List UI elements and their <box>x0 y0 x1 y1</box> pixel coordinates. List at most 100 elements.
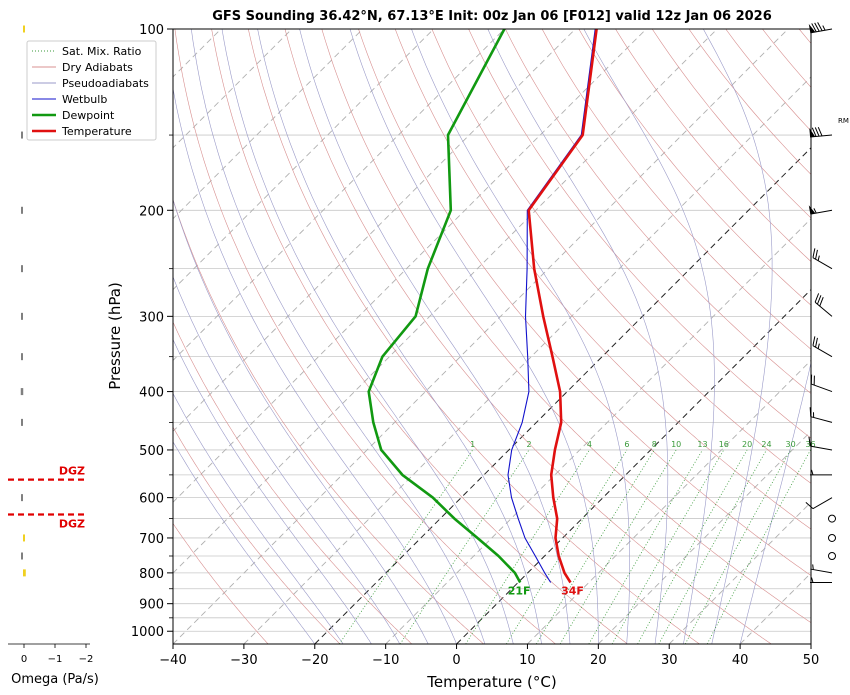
y-tick-label: 200 <box>139 204 164 219</box>
storm-motion-label: RM <box>838 117 849 125</box>
pseudoadiabat-line <box>173 198 429 644</box>
y-tick-label: 500 <box>139 444 164 459</box>
wind-barb <box>812 248 833 270</box>
dry-adiabat-line <box>468 29 811 439</box>
wetbulb-profile <box>507 29 596 583</box>
surface-labels: 21F 34F <box>508 585 584 598</box>
barb-flag <box>808 24 816 33</box>
dry-adiabat-line <box>211 29 628 644</box>
pseudoadiabat-line <box>299 29 571 644</box>
y-tick-label: 900 <box>139 598 164 613</box>
barb-full <box>815 249 818 260</box>
barb-flag <box>808 205 816 215</box>
x-tick-label: 20 <box>590 653 607 668</box>
dry-adiabat-line <box>541 29 811 350</box>
barb-staff <box>811 383 833 393</box>
isotherm-line <box>527 359 811 644</box>
y-axis-label: Pressure (hPa) <box>106 282 124 390</box>
legend: Sat. Mix. Ratio Dry Adiabats Pseudoadiab… <box>26 40 157 141</box>
barb-staff <box>814 301 833 317</box>
pseudoadiabat-line <box>173 276 401 644</box>
barb-full <box>817 22 823 31</box>
barb-full <box>819 297 824 307</box>
omega-bar <box>21 312 23 320</box>
barb-full <box>817 127 823 137</box>
pseudoadiabat-line <box>191 29 486 644</box>
pseudoadiabat-line <box>173 392 344 644</box>
pseudoadiabat-line <box>221 29 514 644</box>
pseudoadiabat-line <box>487 29 669 644</box>
barb-half <box>811 577 814 583</box>
dry-adiabat-line <box>394 29 811 530</box>
barb-full <box>814 293 820 303</box>
x-axis-label: Temperature (°C) <box>426 673 556 691</box>
dry-adiabat-line <box>358 29 811 576</box>
legend-label-pseudo: Pseudoadiabats <box>62 77 149 90</box>
pseudoadiabat-line <box>173 338 372 644</box>
calm-circle <box>828 514 836 523</box>
mixing-ratio-line <box>588 449 703 644</box>
omega-label: Omega (Pa/s) <box>11 672 99 687</box>
legend-label-wetbulb: Wetbulb <box>62 93 107 106</box>
profile-lines <box>367 29 598 584</box>
barb-full <box>814 127 820 137</box>
x-tick-label: 0 <box>452 653 460 668</box>
wind-barb <box>808 205 833 215</box>
mixing-ratio-label: 4 <box>587 440 592 449</box>
dry-adiabat-line <box>505 29 811 394</box>
y-tick-label: 600 <box>139 492 164 507</box>
mixing-ratio-line <box>611 449 725 644</box>
pseudoadiabat-line <box>703 29 773 644</box>
dry-adiabat-line <box>173 426 341 644</box>
omega-bar <box>20 388 24 396</box>
isotherm-line <box>314 147 811 644</box>
mixing-ratio-line <box>637 449 748 644</box>
wind-barb <box>809 407 833 423</box>
wind-barb <box>828 551 836 560</box>
dry-adiabat-line <box>431 29 811 484</box>
isotherm-line <box>668 501 811 644</box>
barb-full <box>811 23 817 33</box>
mixing-ratio-line <box>465 449 590 644</box>
mixing-ratio-label: 2 <box>527 440 532 449</box>
surface-temperature-label: 34F <box>561 585 584 598</box>
y-axis-ticks: 100 200 300 400 500 600 700 800 900 1000 <box>131 23 173 640</box>
dewpoint-profile <box>367 29 522 584</box>
isotherm-line <box>0 29 8 644</box>
y-tick-label: 700 <box>139 532 164 547</box>
y-tick-label: 400 <box>139 386 164 401</box>
dry-adiabat-line <box>651 29 811 219</box>
dry-adiabat-line <box>173 522 269 644</box>
mixing-ratio-line <box>338 449 474 644</box>
isotherm-line <box>173 29 434 291</box>
dgz-top-label: DGZ <box>59 465 85 478</box>
omega-bar <box>21 206 23 214</box>
legend-label-mixing: Sat. Mix. Ratio <box>62 45 142 58</box>
mixing-ratio-label: 10 <box>671 440 681 449</box>
dry-adiabat-line <box>321 29 811 624</box>
wind-barb <box>828 533 836 542</box>
barb-staff <box>810 209 833 215</box>
barb-staff <box>810 416 833 423</box>
chart-title: GFS Sounding 36.42°N, 67.13°E Init: 00z … <box>212 9 772 24</box>
isotherm-line <box>173 29 576 432</box>
legend-label-temperature: Temperature <box>61 125 132 138</box>
pseudoadiabat-line <box>349 29 599 644</box>
mixing-ratio-label: 8 <box>652 440 657 449</box>
omega-bar <box>21 494 23 502</box>
x-tick-label: 50 <box>803 653 820 668</box>
omega-bars <box>20 25 26 577</box>
pseudoadiabat-line <box>257 29 542 644</box>
omega-bar <box>23 569 26 577</box>
omega-bar <box>21 265 23 273</box>
pseudoadiabat-line <box>739 361 811 644</box>
barb-full <box>812 336 816 346</box>
barb-half <box>822 25 826 31</box>
barb-full <box>809 407 812 417</box>
mixing-ratio-label: 20 <box>742 440 752 449</box>
barb-half <box>817 255 820 261</box>
barb-full <box>812 248 816 258</box>
plot-frame <box>172 28 812 645</box>
wind-barb <box>810 469 832 476</box>
dgz-markers: DGZ DGZ <box>8 465 86 531</box>
